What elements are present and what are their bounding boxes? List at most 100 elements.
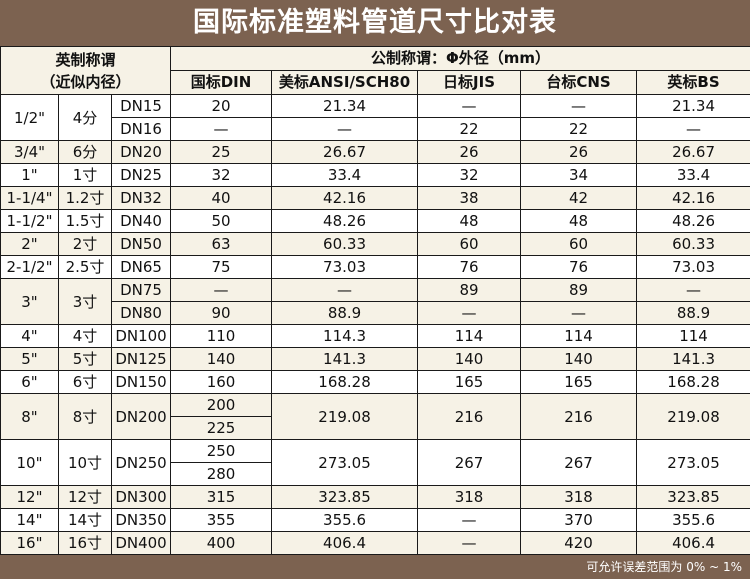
table-row: 4" 4寸 DN100 110 114.3 114 114 114 (0, 324, 750, 348)
cns-cell: 48 (520, 209, 638, 233)
din-cell: 50 (170, 209, 273, 233)
jis-cell: 60 (417, 232, 522, 256)
jis-cell: — (417, 94, 522, 118)
dn-cell: DN40 (110, 209, 172, 233)
table-body: 1/2" 4分 DN15 20 21.34— —21.34 DN16— —22 22—3/4" 6… (0, 94, 750, 555)
cns-cell: 165 (520, 370, 638, 394)
ansi-cell: 21.34 (271, 94, 419, 118)
ansi-cell: 168.28 (271, 370, 419, 394)
din-cell: 225 (170, 416, 273, 440)
dn-cell: DN16 (110, 117, 172, 141)
ansi-cell: 88.9 (271, 301, 419, 325)
imperial-inch-cell: 10" (0, 439, 59, 486)
din-cell: 32 (170, 163, 273, 187)
imperial-cun-cell: 10寸 (58, 439, 112, 486)
ansi-cell: — (271, 117, 419, 141)
ansi-cell: — (271, 278, 419, 302)
imperial-cun-cell: 4分 (58, 94, 112, 141)
din-cell: — (170, 117, 273, 141)
jis-cell: 140 (417, 347, 522, 371)
jis-cell: 114 (417, 324, 522, 348)
table-row: 8" 8寸 DN200 200 219.08 216 216 219.08 (0, 393, 750, 440)
imperial-inch-cell: 6" (0, 370, 59, 394)
din-cell: 315 (170, 485, 273, 509)
jis-cell: — (417, 301, 522, 325)
din-cell: 75 (170, 255, 273, 279)
din-cell: 40 (170, 186, 273, 210)
jis-cell: 89 (417, 278, 522, 302)
bs-cell: 114 (636, 324, 750, 348)
dn-cell: DN20 (110, 140, 172, 164)
jis-cell: 48 (417, 209, 522, 233)
imperial-inch-cell: 3" (0, 278, 59, 325)
pipe-size-table: 英制称谓 （近似内径） 公制称谓：Φ外径（mm） 国标DIN 美标ANSI/SC… (0, 46, 750, 555)
cns-cell: 267 (520, 439, 638, 486)
cns-cell: 114 (520, 324, 638, 348)
col-header-jis: 日标JIS (417, 70, 522, 95)
bs-cell: 21.34 (636, 94, 750, 118)
dn-cell: DN75 (110, 278, 172, 302)
jis-cell: — (417, 531, 522, 555)
cns-cell: 42 (520, 186, 638, 210)
imperial-inch-cell: 1-1/2" (0, 209, 59, 233)
bs-cell: 406.4 (636, 531, 750, 555)
cns-cell: 34 (520, 163, 638, 187)
imperial-cun-cell: 2寸 (58, 232, 112, 256)
imperial-cun-cell: 1.2寸 (58, 186, 112, 210)
table-row: 10" 10寸 DN250 250 273.05 267 267 273.05 (0, 439, 750, 486)
dn-cell: DN350 (110, 508, 172, 532)
din-cell: 20 (170, 94, 273, 118)
jis-cell: 26 (417, 140, 522, 164)
imperial-inch-cell: 3/4" (0, 140, 59, 164)
imperial-cun-cell: 8寸 (58, 393, 112, 440)
imperial-header: 英制称谓 （近似内径） (0, 46, 172, 95)
cns-cell: 60 (520, 232, 638, 256)
bs-cell: 73.03 (636, 255, 750, 279)
jis-cell: 22 (417, 117, 522, 141)
imperial-cun-cell: 1.5寸 (58, 209, 112, 233)
imperial-inch-cell: 2-1/2" (0, 255, 59, 279)
table-row: 2" 2寸 DN50 63 60.33 60 60 60.33 (0, 232, 750, 256)
table-row: 3/4" 6分 DN20 25 26.67 26 26 26.67 (0, 140, 750, 164)
dn-cell: DN15 (110, 94, 172, 118)
bs-cell: 88.9 (636, 301, 750, 325)
jis-cell: 318 (417, 485, 522, 509)
dn-cell: DN50 (110, 232, 172, 256)
imperial-inch-cell: 1-1/4" (0, 186, 59, 210)
ansi-cell: 42.16 (271, 186, 419, 210)
din-cell: 110 (170, 324, 273, 348)
page-title: 国际标准塑料管道尺寸比对表 (0, 0, 750, 46)
jis-cell: 216 (417, 393, 522, 440)
bs-cell: 60.33 (636, 232, 750, 256)
dn-cell: DN100 (110, 324, 172, 348)
bs-cell: 323.85 (636, 485, 750, 509)
imperial-cun-cell: 6寸 (58, 370, 112, 394)
cns-cell: 76 (520, 255, 638, 279)
table-row: 1/2" 4分 DN15 20 21.34— —21.34 (0, 94, 750, 141)
din-cell: 63 (170, 232, 273, 256)
table-row: 225 (1, 416, 750, 440)
dn-cell: DN125 (110, 347, 172, 371)
imperial-cun-cell: 2.5寸 (58, 255, 112, 279)
table-row: 1" 1寸 DN25 32 33.4 32 34 33.4 (0, 163, 750, 187)
cns-cell: 22 (520, 117, 638, 141)
bs-cell: — (636, 117, 750, 141)
dn-cell: DN400 (110, 531, 172, 555)
table-row: 16" 16寸 DN400 400 406.4—420 406.4 (0, 531, 750, 555)
table-row: 2-1/2" 2.5寸 DN65 75 73.03 76 76 73.03 (0, 255, 750, 279)
imperial-inch-cell: 5" (0, 347, 59, 371)
table-row: 14" 14寸 DN350 355 355.6—370 355.6 (0, 508, 750, 532)
din-cell: 90 (170, 301, 273, 325)
dn-cell: DN300 (110, 485, 172, 509)
metric-header: 公制称谓：Φ外径（mm） (170, 46, 750, 71)
din-cell: 160 (170, 370, 273, 394)
imperial-inch-cell: 2" (0, 232, 59, 256)
bs-cell: — (636, 278, 750, 302)
tolerance-note: 可允许误差范围为 0% ~ 1% (0, 555, 750, 579)
imperial-label: 英制称谓 (55, 50, 116, 69)
jis-cell: — (417, 508, 522, 532)
table-row: 3" 3寸 DN75— —89 89— (0, 278, 750, 325)
imperial-inch-cell: 4" (0, 324, 59, 348)
ansi-cell: 114.3 (271, 324, 419, 348)
table-row: DN16— —22 22— (1, 117, 750, 141)
